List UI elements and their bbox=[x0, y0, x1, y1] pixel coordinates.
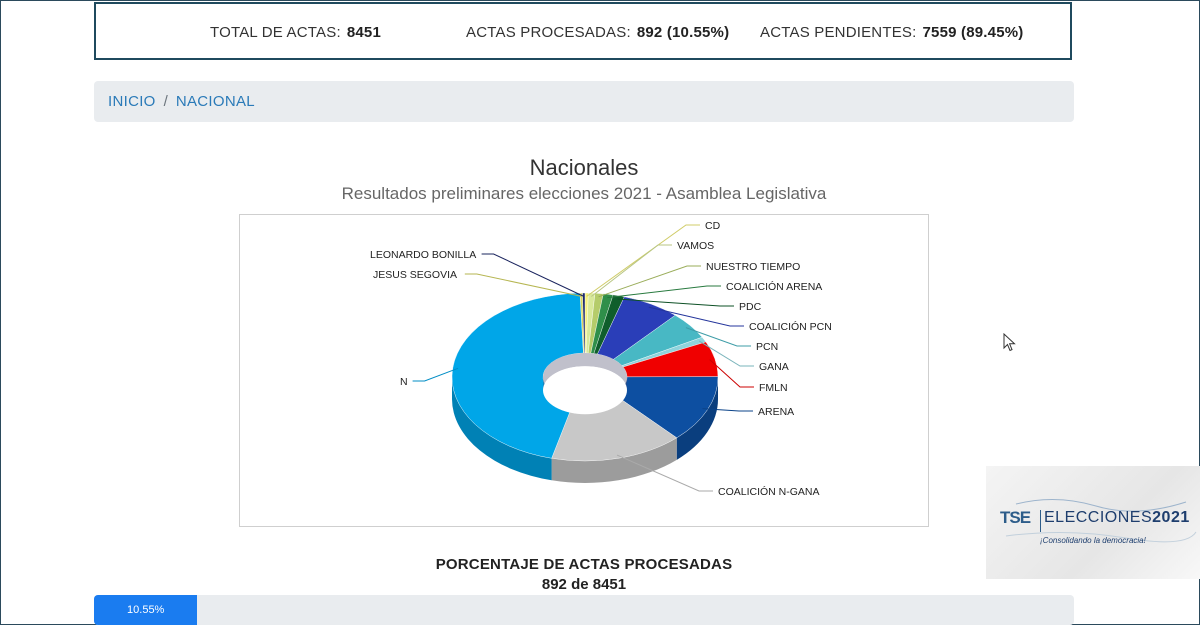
pie-leader-1 bbox=[591, 244, 672, 297]
pie-leader-6 bbox=[685, 327, 751, 347]
pie-label-2: NUESTRO TIEMPO bbox=[706, 261, 800, 273]
pie-labels: CD VAMOS NUESTRO TIEMPO COALICIÓN ARENA PDC C… bbox=[370, 220, 832, 498]
results-chart: CD VAMOS NUESTRO TIEMPO COALICIÓN ARENA PDC C… bbox=[239, 214, 929, 527]
logo-brand: TSE bbox=[1000, 508, 1031, 527]
pie-label-9: ARENA bbox=[758, 406, 794, 418]
pie-chart-svg: CD VAMOS NUESTRO TIEMPO COALICIÓN ARENA PDC C… bbox=[370, 220, 832, 498]
pie-leader-5 bbox=[648, 306, 744, 327]
pie-leader-0 bbox=[586, 224, 700, 297]
pie-label-13: LEONARDO BONILLA bbox=[370, 249, 476, 261]
pie-side-walls bbox=[452, 377, 718, 483]
pie-leader-3 bbox=[607, 285, 721, 299]
pie-label-1: VAMOS bbox=[677, 240, 714, 252]
pie-leader-11 bbox=[412, 367, 459, 382]
total-actas-label: TOTAL DE ACTAS: bbox=[210, 24, 341, 41]
actas-summary: TOTAL DE ACTAS: 8451 ACTAS PROCESADAS: 892… bbox=[94, 2, 1072, 60]
pie-top-faces bbox=[451, 292, 719, 462]
logo-slogan: ¡Consolidando la democracia! bbox=[1040, 536, 1146, 545]
pie-label-10: COALICIÓN N-GANA bbox=[718, 485, 820, 498]
progress-title: PORCENTAJE DE ACTAS PROCESADAS bbox=[435, 556, 733, 573]
pie-label-5: COALICIÓN PCN bbox=[749, 320, 832, 333]
actas-procesadas: ACTAS PROCESADAS: 892 (10.55%) bbox=[466, 24, 729, 41]
pie-label-11: N bbox=[400, 376, 408, 388]
logo-event: ELECCIONES2021 bbox=[1044, 509, 1190, 527]
progress-track: 10.55% bbox=[94, 595, 1074, 625]
pie-leader-13 bbox=[481, 253, 585, 297]
pie-slice-9 bbox=[613, 376, 719, 439]
breadcrumb-current-link[interactable]: NACIONAL bbox=[175, 93, 255, 110]
pie-side-11 bbox=[452, 377, 552, 481]
logo-wave-graphic bbox=[1005, 499, 1197, 543]
pie-hole bbox=[543, 366, 627, 415]
pie-label-0: CD bbox=[705, 220, 721, 232]
pie-leader-4 bbox=[617, 298, 734, 307]
pie-label-6: PCN bbox=[756, 341, 778, 353]
pie-slice-13 bbox=[582, 292, 586, 354]
logo-divider bbox=[1040, 510, 1041, 532]
pie-side-9 bbox=[676, 377, 718, 460]
pie-label-12: JESUS SEGOVIA bbox=[373, 269, 457, 281]
logo-event-prefix: ELECCIONES bbox=[1044, 509, 1153, 526]
actas-pendientes-label: ACTAS PENDIENTES: bbox=[760, 24, 917, 41]
elecciones-logo: TSE ELECCIONES2021 ¡Consolidando la demo… bbox=[986, 466, 1200, 579]
total-actas: TOTAL DE ACTAS: 8451 bbox=[210, 24, 381, 41]
breadcrumb-home-link[interactable]: INICIO bbox=[108, 93, 156, 110]
pie-hole-wall bbox=[543, 353, 627, 391]
pie-label-3: COALICIÓN ARENA bbox=[726, 280, 822, 293]
mouse-pointer-icon bbox=[1003, 333, 1016, 352]
pie-leader-7 bbox=[699, 340, 754, 367]
pie-leader-10 bbox=[616, 454, 713, 492]
pie-side-10 bbox=[551, 437, 677, 483]
progress-subtitle: 892 de 8451 bbox=[541, 576, 627, 593]
breadcrumb-separator: / bbox=[163, 93, 168, 110]
actas-pendientes: ACTAS PENDIENTES: 7559 (89.45%) bbox=[760, 24, 1024, 41]
pie-label-4: PDC bbox=[739, 301, 762, 313]
pie-leader-8 bbox=[709, 359, 754, 388]
progress-bar: 10.55% bbox=[94, 595, 198, 625]
page-subtitle: Resultados preliminares elecciones 2021 … bbox=[341, 184, 827, 203]
pie-leader-2 bbox=[598, 265, 701, 298]
breadcrumb: INICIO / NACIONAL bbox=[94, 81, 1074, 122]
pie-slice-11 bbox=[451, 292, 584, 459]
pie-label-8: FMLN bbox=[759, 382, 788, 394]
total-actas-value: 8451 bbox=[346, 24, 381, 41]
pie-leader-9 bbox=[702, 408, 753, 412]
page-title: Nacionales bbox=[529, 155, 639, 180]
pie-leader-12 bbox=[464, 273, 582, 297]
actas-pendientes-value: 7559 (89.45%) bbox=[922, 24, 1024, 41]
actas-procesadas-label: ACTAS PROCESADAS: bbox=[466, 24, 631, 41]
actas-procesadas-value: 892 (10.55%) bbox=[636, 24, 730, 41]
logo-event-year: 2021 bbox=[1152, 509, 1190, 526]
pie-label-7: GANA bbox=[759, 361, 789, 373]
